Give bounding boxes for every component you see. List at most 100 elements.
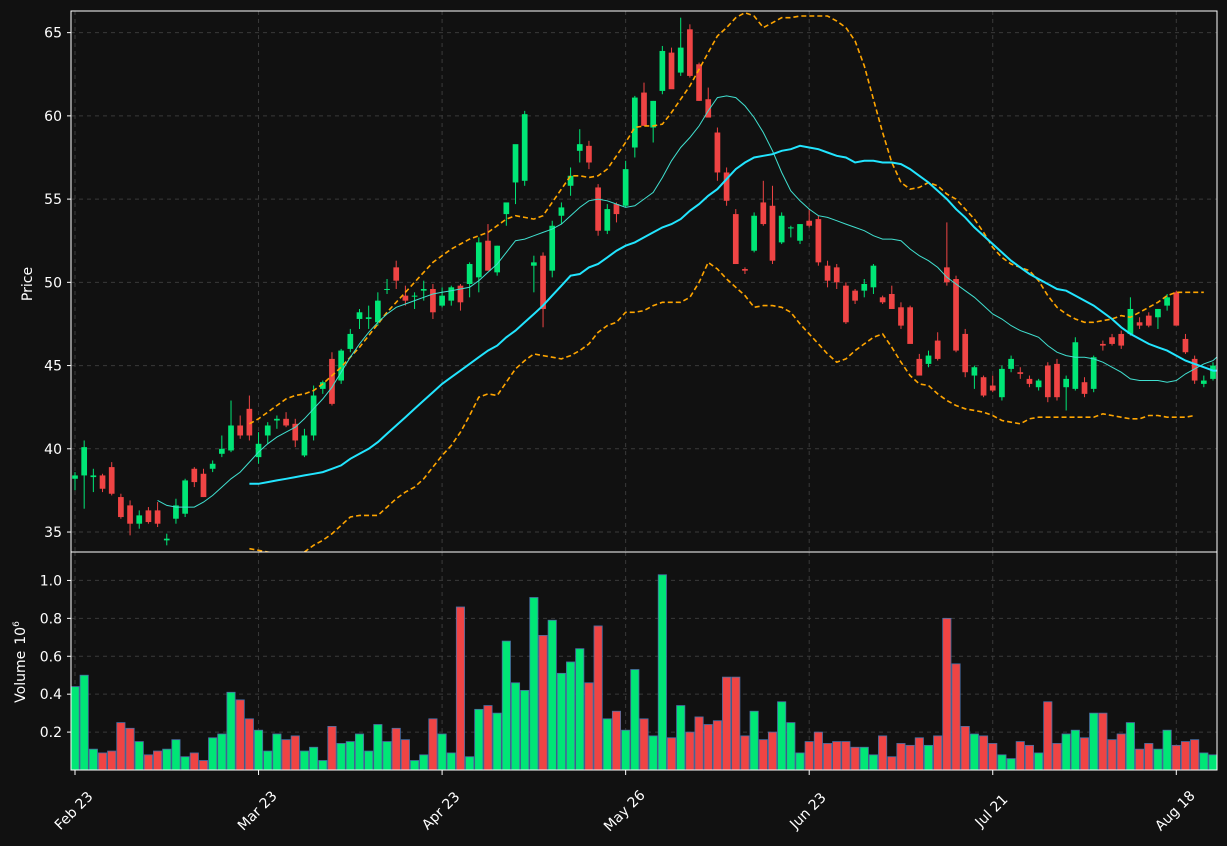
candle — [797, 224, 803, 245]
candle-body — [751, 215, 757, 251]
volume-panel-frame — [70, 551, 1218, 771]
candle — [292, 418, 299, 448]
candle-body — [870, 265, 877, 288]
slow-moving-average-line — [249, 144, 1217, 485]
volume-bar — [455, 606, 465, 771]
volume-bar — [162, 748, 172, 771]
volume-bar — [584, 682, 594, 771]
candle-body — [145, 510, 152, 523]
candle — [705, 87, 712, 118]
candle — [283, 412, 289, 428]
volume-bar — [428, 718, 438, 771]
volume-bar — [1061, 733, 1071, 771]
volume-bar — [841, 741, 851, 771]
volume-bar — [1116, 733, 1126, 771]
volume-bar — [1052, 743, 1062, 771]
volume-bar — [419, 754, 429, 771]
candle-body — [475, 242, 482, 278]
candle — [375, 292, 381, 326]
candle-body — [485, 240, 491, 271]
volume-bar — [832, 741, 842, 771]
candle-body — [163, 538, 170, 541]
volume-bar — [116, 722, 126, 771]
volume-bar — [1015, 741, 1025, 771]
candle — [145, 507, 152, 524]
candle-body — [732, 214, 739, 265]
candle-body — [1008, 358, 1014, 369]
candle-body — [1100, 343, 1106, 346]
candle — [1155, 308, 1161, 329]
candle-body — [182, 480, 188, 514]
volume-bar — [474, 708, 484, 771]
candle-body — [815, 219, 822, 263]
volume-bar — [804, 741, 814, 771]
price-tick-label: 65 — [44, 26, 62, 42]
candle-body — [420, 288, 427, 291]
candle-body — [696, 64, 702, 101]
volume-bar — [923, 744, 934, 771]
volume-bar — [667, 737, 677, 771]
volume-bar — [795, 752, 805, 771]
candle-body — [108, 467, 115, 494]
candle — [384, 279, 390, 294]
volume-bar — [960, 726, 970, 771]
candle-body — [971, 367, 978, 376]
candle — [677, 17, 684, 76]
candle — [631, 95, 638, 158]
candle-body — [118, 497, 124, 518]
price-tick-label: 40 — [44, 442, 62, 458]
candle-body — [1072, 342, 1079, 389]
candle-body — [833, 267, 840, 283]
candle — [604, 204, 611, 235]
volume-bar — [501, 640, 511, 771]
fast-moving-average-line — [157, 95, 1217, 508]
volume-bar — [309, 746, 319, 771]
volume-bar — [217, 733, 227, 771]
candle-body — [72, 475, 78, 479]
volume-tick-label: 0.6 — [40, 649, 62, 665]
candle — [888, 285, 895, 309]
volume-bar — [208, 737, 218, 771]
candle-body — [1118, 333, 1125, 346]
volume-bar — [153, 750, 163, 771]
candle — [861, 279, 868, 298]
volume-bar — [171, 739, 181, 771]
candle — [319, 380, 326, 394]
volume-bar — [868, 754, 878, 771]
volume-bar — [391, 727, 401, 771]
candle-body — [246, 408, 253, 436]
candle — [512, 144, 519, 205]
candle-body — [944, 267, 950, 283]
candle-body — [356, 312, 363, 319]
volume-bar — [997, 754, 1007, 771]
volume-bar — [749, 710, 759, 771]
volume-bar — [143, 754, 153, 771]
candle-body — [778, 215, 785, 243]
volume-bar — [823, 743, 833, 771]
candle-body — [980, 377, 987, 396]
volume-bar — [777, 701, 787, 771]
candle-body — [329, 358, 335, 404]
candle-body — [457, 285, 464, 303]
volume-bar — [566, 661, 576, 771]
candle-body — [319, 382, 326, 389]
candle-body — [1090, 357, 1097, 389]
candle — [163, 533, 170, 546]
volume-bar — [1153, 748, 1163, 771]
price-tick-label: 60 — [44, 109, 62, 125]
candle-body — [1026, 378, 1033, 384]
candle-body — [723, 172, 730, 201]
volume-bar — [88, 748, 98, 771]
candle-body — [402, 295, 409, 301]
volume-bar — [1006, 758, 1016, 771]
candle-body — [255, 443, 262, 458]
volume-axis-label-text: Volume — [13, 651, 29, 703]
candle — [457, 283, 464, 311]
candle — [1054, 358, 1060, 401]
volume-bar — [446, 752, 456, 771]
candle — [769, 185, 776, 265]
candle — [1100, 340, 1106, 351]
candle-body — [576, 144, 583, 151]
candle-body — [879, 297, 886, 303]
